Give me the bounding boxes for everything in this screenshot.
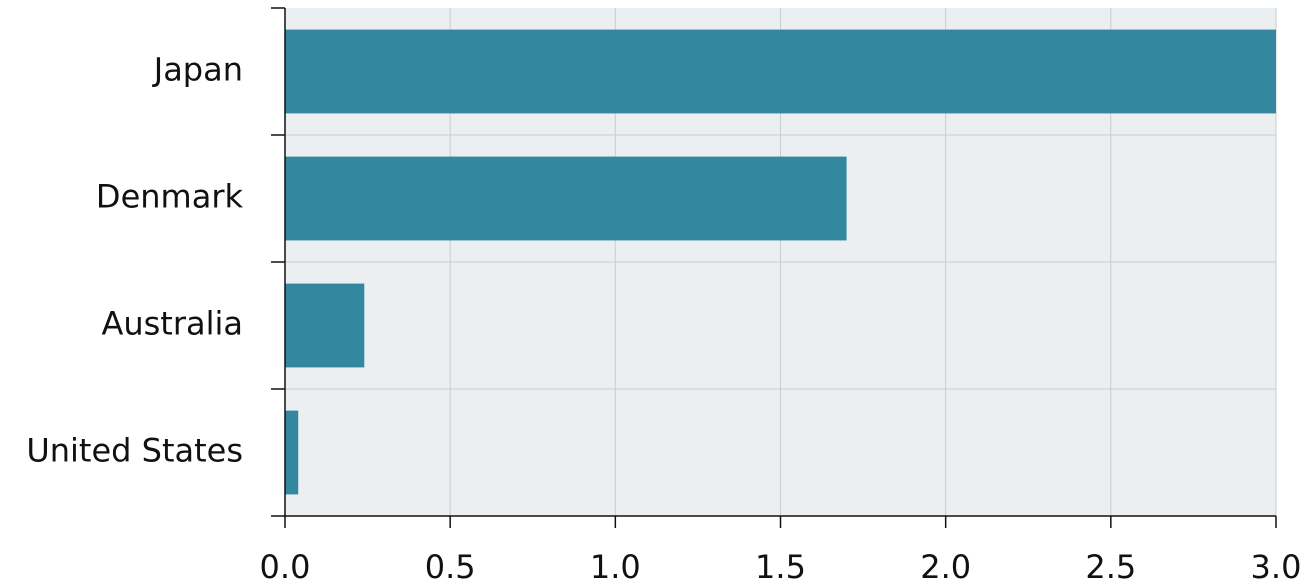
bar-united-states: [285, 410, 299, 495]
category-label-united-states: United States: [26, 432, 243, 470]
x-tick-label-2: 1.0: [590, 548, 641, 586]
axes: [271, 7, 1277, 528]
x-tick-label-3: 1.5: [755, 548, 806, 586]
bar-denmark: [285, 156, 847, 241]
x-tick-label-4: 2.0: [920, 548, 971, 586]
x-tick-label-5: 2.5: [1085, 548, 1136, 586]
category-label-japan: Japan: [152, 51, 243, 89]
bars: [285, 29, 1276, 495]
bar-japan: [285, 29, 1276, 114]
category-labels: Japan Denmark Australia United States: [26, 51, 243, 470]
x-tick-label-0: 0.0: [260, 548, 311, 586]
category-label-denmark: Denmark: [96, 178, 244, 216]
bar-australia: [285, 283, 365, 368]
x-tick-labels: 0.0 0.5 1.0 1.5 2.0 2.5 3.0: [260, 548, 1302, 586]
x-tick-label-6: 3.0: [1251, 548, 1302, 586]
category-label-australia: Australia: [101, 305, 243, 343]
x-tick-label-1: 0.5: [425, 548, 476, 586]
